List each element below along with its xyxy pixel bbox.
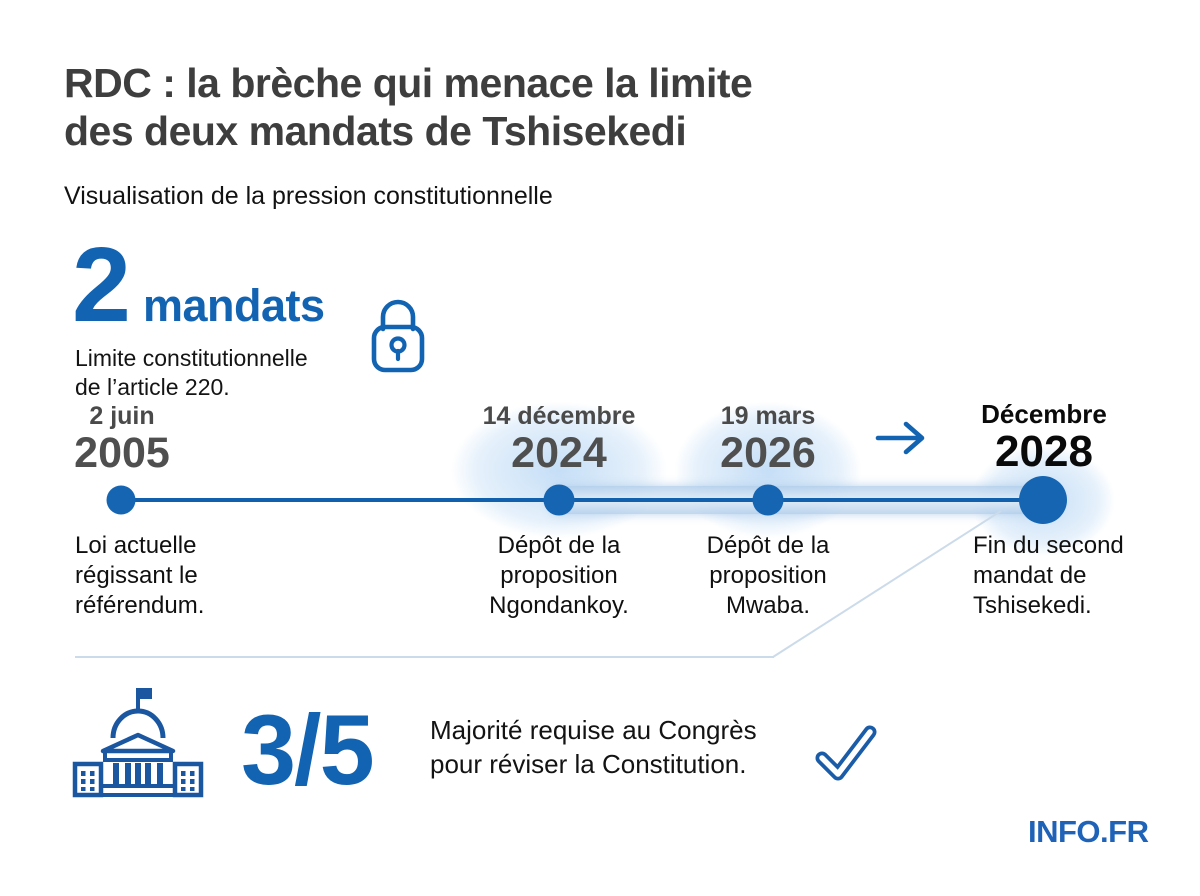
date-year: 2028 <box>995 426 1093 476</box>
breach-line-horizontal <box>75 656 774 658</box>
capitol-icon <box>72 684 204 803</box>
arrow-right-icon <box>874 419 930 462</box>
page-subtitle: Visualisation de la pression constitutio… <box>64 182 553 210</box>
page-title: RDC : la brèche qui menace la limite des… <box>64 60 753 154</box>
timeline-date-2005: 2 juin 2005 <box>74 402 170 477</box>
mandate-count: 2 <box>72 226 131 344</box>
date-year: 2005 <box>74 428 170 477</box>
timeline-caption-2028: Fin du second mandat de Tshisekedi. <box>973 532 1124 619</box>
timeline-date-2024: 14 décembre 2024 <box>482 402 636 477</box>
timeline-caption-2026: Dépôt de la proposition Mwaba. <box>706 532 830 619</box>
mandate-description: Limite constitutionnelle de l’article 22… <box>75 345 308 401</box>
majority-description: Majorité requise au Congrès pour réviser… <box>430 715 757 779</box>
brand-logo: INFO.FR <box>1028 814 1149 849</box>
date-label: Décembre <box>981 399 1107 429</box>
check-icon <box>808 716 884 797</box>
timeline-date-2026: 19 mars 2026 <box>720 402 816 477</box>
majority-ratio: 3/5 <box>241 694 375 805</box>
timeline-dot-2026 <box>752 484 784 516</box>
timeline-dot-2005 <box>106 485 136 515</box>
mandate-stat: 2 mandats <box>72 232 325 338</box>
date-label: 14 décembre <box>482 402 636 430</box>
timeline-caption-2005: Loi actuelle régissant le référendum. <box>75 532 205 619</box>
mandate-unit: mandats <box>142 280 325 331</box>
date-year: 2026 <box>720 428 816 477</box>
lock-icon <box>371 297 425 378</box>
timeline-axis <box>121 498 1043 502</box>
timeline-dot-2024 <box>543 484 575 516</box>
date-label: 19 mars <box>720 402 816 430</box>
timeline-dot-2028 <box>1019 476 1067 524</box>
timeline-caption-2024: Dépôt de la proposition Ngondankoy. <box>489 532 629 619</box>
timeline-date-2028: Décembre 2028 <box>981 400 1107 475</box>
date-label: 2 juin <box>89 402 155 430</box>
date-year: 2024 <box>511 428 607 477</box>
